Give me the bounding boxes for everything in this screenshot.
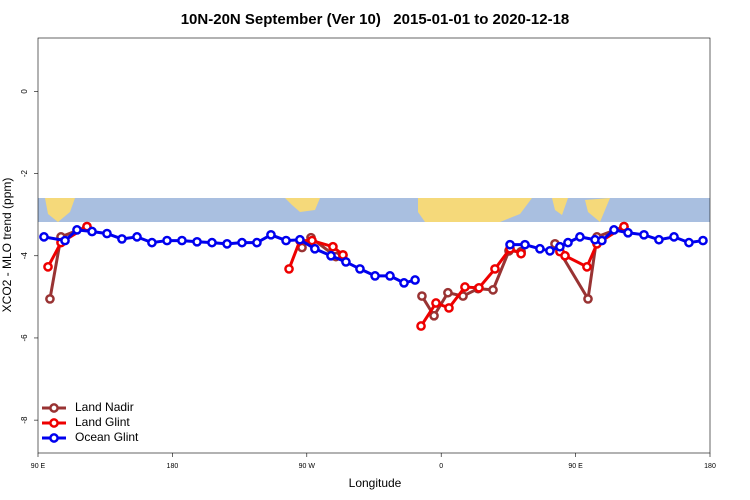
point xyxy=(639,229,649,240)
legend-label: Land Glint xyxy=(75,415,130,429)
point xyxy=(72,225,82,235)
point xyxy=(147,237,157,248)
point xyxy=(39,232,49,242)
point xyxy=(192,236,202,247)
y-tick-label: -6 xyxy=(20,334,29,342)
point xyxy=(623,227,633,238)
y-tick-label: -2 xyxy=(20,169,29,177)
point xyxy=(444,303,454,313)
point xyxy=(516,248,526,259)
point xyxy=(341,257,351,267)
plot-frame xyxy=(37,37,711,454)
legend-label: Ocean Glint xyxy=(75,430,139,444)
point xyxy=(429,310,439,321)
point xyxy=(237,237,247,248)
point xyxy=(328,241,338,252)
point xyxy=(87,226,97,237)
point xyxy=(431,298,441,308)
map-land xyxy=(285,198,320,212)
point xyxy=(132,232,142,242)
legend-marker xyxy=(49,403,59,413)
point xyxy=(582,262,592,272)
point xyxy=(281,235,291,246)
map-land xyxy=(418,198,532,222)
point xyxy=(310,243,320,254)
point xyxy=(560,250,570,261)
x-tick-label: 90 E xyxy=(568,463,583,470)
point xyxy=(505,239,515,250)
point xyxy=(177,235,187,246)
map-land xyxy=(585,198,610,222)
point xyxy=(416,321,426,331)
point xyxy=(490,264,500,274)
point xyxy=(417,291,427,301)
point xyxy=(669,232,679,242)
x-axis-label: Longitude xyxy=(349,476,402,490)
point xyxy=(555,241,565,252)
point xyxy=(410,275,420,285)
point xyxy=(326,250,336,261)
point xyxy=(583,294,593,304)
point xyxy=(284,264,294,274)
point xyxy=(654,234,664,245)
point xyxy=(207,237,217,248)
point xyxy=(355,264,365,274)
point xyxy=(307,235,317,246)
point xyxy=(266,229,276,240)
map-land xyxy=(552,198,568,215)
y-tick-label: -4 xyxy=(20,252,29,260)
point xyxy=(520,239,530,250)
map-ocean xyxy=(38,198,710,222)
point xyxy=(162,235,172,246)
point xyxy=(252,237,262,248)
map-band xyxy=(38,198,710,222)
point xyxy=(575,232,585,242)
x-tick-label: 90 E xyxy=(31,463,46,470)
point xyxy=(443,287,453,298)
point xyxy=(117,234,127,244)
legend-marker xyxy=(49,418,59,428)
legend-marker xyxy=(49,433,59,443)
point xyxy=(370,271,380,281)
point xyxy=(609,225,619,235)
point xyxy=(684,237,694,248)
y-axis-label: XCO2 - MLO trend (ppm) xyxy=(0,178,14,313)
point xyxy=(295,234,305,245)
legend-label: Land Nadir xyxy=(75,400,134,414)
point xyxy=(698,235,708,246)
point xyxy=(488,285,498,295)
x-tick-label: 180 xyxy=(167,463,179,470)
point xyxy=(460,282,470,292)
point xyxy=(399,278,409,288)
series-line xyxy=(46,225,625,327)
point xyxy=(222,239,232,249)
point xyxy=(535,243,545,254)
x-tick-label: 90 W xyxy=(299,463,316,470)
point xyxy=(474,282,484,293)
map-land xyxy=(45,198,75,222)
x-tick-label: 0 xyxy=(439,463,443,470)
y-tick-label: -8 xyxy=(20,416,29,424)
point xyxy=(545,245,555,256)
point xyxy=(43,262,53,272)
point xyxy=(385,271,395,281)
point xyxy=(102,228,112,239)
x-tick-label: 180 xyxy=(704,463,716,470)
point xyxy=(60,235,70,246)
point xyxy=(597,235,607,246)
point xyxy=(45,294,55,304)
y-tick-label: 0 xyxy=(20,89,29,94)
chart-title: 10N-20N September (Ver 10) 2015-01-01 to… xyxy=(181,11,570,28)
point xyxy=(563,237,573,248)
